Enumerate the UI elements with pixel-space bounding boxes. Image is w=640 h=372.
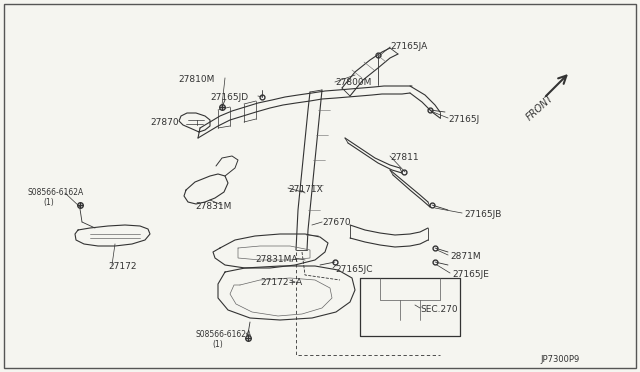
Text: 2871M: 2871M — [450, 252, 481, 261]
Text: 27831MA: 27831MA — [255, 255, 298, 264]
Text: JP7300P9: JP7300P9 — [540, 355, 579, 364]
Text: 27870: 27870 — [150, 118, 179, 127]
Text: FRONT: FRONT — [524, 92, 556, 122]
Text: S08566-6162A: S08566-6162A — [195, 330, 252, 339]
Text: (1): (1) — [43, 198, 54, 207]
Text: 27165JB: 27165JB — [464, 210, 501, 219]
Text: 27165JC: 27165JC — [335, 265, 372, 274]
Text: 27165JE: 27165JE — [452, 270, 489, 279]
Text: 27172+A: 27172+A — [260, 278, 302, 287]
Text: 27171X: 27171X — [288, 185, 323, 194]
Text: 27810M: 27810M — [178, 75, 214, 84]
Text: SEC.270: SEC.270 — [420, 305, 458, 314]
Text: 27165JD: 27165JD — [210, 93, 248, 102]
Text: 27800M: 27800M — [335, 78, 371, 87]
Text: 27811: 27811 — [390, 153, 419, 162]
Text: 27172: 27172 — [108, 262, 136, 271]
Text: 27831M: 27831M — [195, 202, 232, 211]
Text: 27165J: 27165J — [448, 115, 479, 124]
Text: 27670: 27670 — [322, 218, 351, 227]
Text: S08566-6162A: S08566-6162A — [28, 188, 84, 197]
Text: 27165JA: 27165JA — [390, 42, 428, 51]
Text: (1): (1) — [212, 340, 223, 349]
